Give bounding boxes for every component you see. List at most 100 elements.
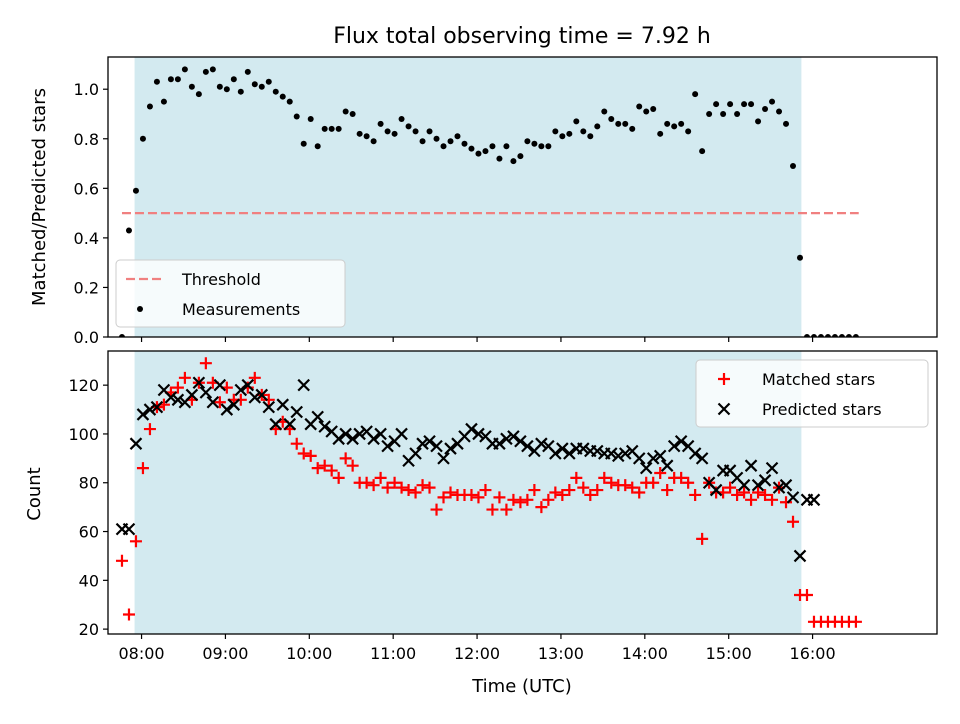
data-point [304, 449, 317, 462]
data-point [783, 120, 790, 127]
data-point [255, 388, 269, 402]
data-point [465, 422, 478, 436]
data-point [472, 427, 485, 441]
y-tick-label: 80 [79, 474, 99, 493]
series-predicted-stars [115, 376, 821, 563]
data-point [570, 471, 583, 484]
data-point [577, 442, 590, 455]
data-point [486, 503, 499, 516]
data-point [374, 471, 387, 484]
data-point [465, 488, 478, 501]
data-point [160, 98, 167, 105]
data-point [786, 491, 800, 504]
data-point [549, 447, 562, 460]
data-point [311, 410, 324, 424]
data-point [118, 334, 125, 337]
y-tick-label: 40 [79, 571, 99, 590]
legend-label: Measurements [182, 300, 300, 319]
data-point [398, 115, 405, 122]
data-point [461, 140, 468, 147]
data-point [633, 486, 646, 499]
data-point [444, 486, 457, 499]
chart-title: Flux total observing time = 7.92 h [333, 24, 711, 49]
data-point [766, 493, 779, 506]
data-point [216, 83, 223, 90]
data-point [689, 488, 702, 501]
data-point [248, 371, 261, 384]
data-point [234, 393, 247, 406]
data-point [577, 481, 590, 494]
data-point [318, 459, 331, 472]
data-point [412, 128, 419, 135]
data-point [374, 427, 387, 441]
x-tick-label: 10:00 [286, 644, 332, 663]
data-point [780, 496, 793, 509]
data-point [262, 400, 276, 414]
x-tick-label: 12:00 [454, 644, 500, 663]
data-point [538, 143, 545, 150]
data-point [695, 452, 709, 465]
data-point [817, 334, 824, 337]
data-point [129, 437, 143, 450]
data-point [601, 108, 608, 115]
legend-swatch [718, 373, 730, 385]
plot-area [118, 66, 859, 337]
data-point [646, 452, 660, 465]
data-point [433, 135, 440, 142]
data-point [738, 486, 751, 499]
data-point [678, 120, 685, 127]
bottom-panel-counts: 20 40 60 80 100 120 08:00 09:00 10:00 11:00 12:00 1… [68, 350, 938, 663]
legend-box [115, 259, 346, 328]
data-point [758, 474, 772, 487]
data-point [688, 447, 702, 460]
data-point [475, 150, 482, 157]
data-point [514, 434, 527, 448]
data-point [167, 76, 174, 83]
data-point [297, 378, 310, 392]
data-point [409, 447, 422, 460]
data-point [290, 437, 303, 450]
data-point [325, 464, 338, 477]
y-tick-label: 120 [68, 376, 99, 395]
data-point [675, 471, 688, 484]
legend-box [695, 359, 929, 428]
observing-window-shade [134, 351, 802, 634]
data-point [248, 391, 262, 404]
data-point [591, 484, 604, 497]
data-point [220, 403, 234, 416]
data-point [468, 145, 475, 152]
data-point [661, 484, 674, 497]
data-point [185, 388, 199, 402]
x-axis-label-time: Time (UTC) [471, 676, 572, 697]
legend-swatch [717, 402, 731, 416]
data-point [447, 138, 454, 145]
data-point [276, 398, 290, 411]
plot-area [115, 357, 862, 628]
data-point [416, 479, 429, 492]
data-point [752, 486, 765, 499]
data-point [580, 128, 587, 135]
data-point [545, 143, 552, 150]
data-point [573, 118, 580, 125]
y-tick-label: 0.4 [74, 229, 99, 248]
data-point [535, 501, 548, 514]
data-point [419, 138, 426, 145]
data-point [772, 481, 786, 494]
data-point [143, 403, 157, 416]
legend: Threshold Measurements [115, 259, 346, 328]
data-point [542, 493, 555, 506]
data-point [367, 432, 380, 446]
data-point [531, 140, 538, 147]
data-point [790, 163, 797, 170]
data-point [367, 479, 380, 492]
data-point [514, 496, 527, 509]
data-point [199, 386, 213, 399]
data-point [150, 400, 164, 414]
data-point [342, 108, 349, 115]
data-point [132, 187, 139, 194]
data-point [731, 488, 744, 501]
data-point [416, 437, 429, 450]
data-point [650, 106, 657, 113]
data-point [493, 437, 506, 450]
data-point [181, 66, 188, 73]
